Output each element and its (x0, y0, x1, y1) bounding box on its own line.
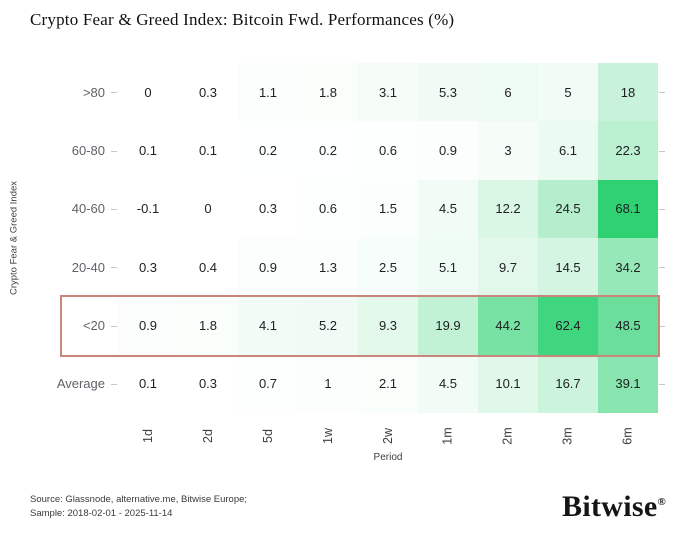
heatmap-cell: 0.3 (178, 354, 238, 413)
heatmap-cell: 68.1 (598, 179, 658, 238)
heatmap-cell: 10.1 (478, 354, 538, 413)
heatmap-cell: 62.4 (538, 296, 598, 355)
heatmap-cell: 3.1 (358, 63, 418, 122)
heatmap-cell: 4.5 (418, 179, 478, 238)
registered-mark: ® (657, 496, 666, 508)
heatmap-cell: 18 (598, 63, 658, 122)
chart-title: Crypto Fear & Greed Index: Bitcoin Fwd. … (30, 10, 455, 29)
heatmap-cell: 0.1 (178, 121, 238, 180)
heatmap-cell: 5.2 (298, 296, 358, 355)
heatmap-cell: 0.7 (238, 354, 298, 413)
heatmap-cell: 1 (298, 354, 358, 413)
heatmap-cell: 0.4 (178, 237, 238, 297)
heatmap-cell: 12.2 (478, 179, 538, 238)
row-label: <20 (82, 317, 105, 333)
heatmap-cell: 0.3 (238, 179, 298, 238)
heatmap-cell: 1.8 (298, 63, 358, 122)
heatmap-cell: 34.2 (598, 237, 658, 297)
tick-mark (659, 326, 665, 327)
heatmap-cell: 24.5 (538, 179, 598, 238)
heatmap-cell: 44.2 (478, 296, 538, 355)
heatmap-cell: 0.1 (118, 121, 178, 180)
tick-mark (659, 209, 665, 210)
heatmap-cell: 0.6 (358, 121, 418, 180)
heatmap-cell: -0.1 (118, 179, 178, 238)
heatmap-cell: 39.1 (598, 354, 658, 413)
heatmap-cell: 6.1 (538, 121, 598, 180)
tick-mark (111, 326, 117, 327)
tick-mark (111, 151, 117, 152)
heatmap-cell: 0.9 (418, 121, 478, 180)
heatmap-cell: 1.8 (178, 296, 238, 355)
heatmap-cell: 0.2 (238, 121, 298, 180)
heatmap-cell: 9.3 (358, 296, 418, 355)
heatmap-cell: 4.5 (418, 354, 478, 413)
tick-mark (111, 384, 117, 385)
row-label: 60-80 (71, 142, 105, 158)
heatmap-cell: 0.3 (178, 63, 238, 122)
heatmap-cell: 2.1 (358, 354, 418, 413)
heatmap-cell: 1.3 (298, 237, 358, 297)
heatmap-cell: 5 (538, 63, 598, 122)
heatmap-cell: 0.2 (298, 121, 358, 180)
source-note: Source: Glassnode, alternative.me, Bitwi… (30, 493, 247, 521)
heatmap-cell: 19.9 (418, 296, 478, 355)
tick-mark (111, 209, 117, 210)
tick-mark (659, 92, 665, 93)
x-axis-label: Period (373, 452, 403, 463)
heatmap-cell: 4.1 (238, 296, 298, 355)
bitwise-logo: Bitwise® (562, 490, 666, 524)
tick-mark (659, 384, 665, 385)
row-label: >80 (82, 84, 105, 100)
row-label: 20-40 (71, 259, 105, 275)
heatmap-cell: 48.5 (598, 296, 658, 355)
heatmap-cell: 1.1 (238, 63, 298, 122)
heatmap-cell: 0 (178, 179, 238, 238)
heatmap-cell: 0.1 (118, 354, 178, 413)
y-axis-label: Crypto Fear & Greed Index (8, 180, 20, 296)
heatmap-cell: 16.7 (538, 354, 598, 413)
tick-mark (111, 267, 117, 268)
heatmap-cell: 5.3 (418, 63, 478, 122)
heatmap-cell: 1.5 (358, 179, 418, 238)
heatmap-cell: 3 (478, 121, 538, 180)
tick-mark (659, 151, 665, 152)
heatmap-cell: 5.1 (418, 237, 478, 297)
heatmap-cell: 6 (478, 63, 538, 122)
heatmap-cell: 2.5 (358, 237, 418, 297)
heatmap-cell: 0 (118, 63, 178, 122)
row-label: Average (56, 376, 105, 392)
heatmap-grid: 0 0.3 1.1 1.8 3.1 5.3 6 5 18 0.1 0.1 0.2 0.2 0.6 0.9 3 6… (118, 63, 658, 413)
source-line-2: Sample: 2018-02-01 - 2025-11-14 (30, 508, 173, 519)
heatmap-cell: 0.9 (118, 296, 178, 355)
tick-mark (659, 267, 665, 268)
heatmap-cell: 9.7 (478, 237, 538, 297)
row-label: 40-60 (71, 201, 105, 217)
heatmap-cell: 0.9 (238, 237, 298, 297)
heatmap-cell: 14.5 (538, 237, 598, 297)
heatmap-cell: 22.3 (598, 121, 658, 180)
heatmap-cell: 0.6 (298, 179, 358, 238)
tick-mark (111, 92, 117, 93)
bitwise-logo-text: Bitwise (562, 490, 658, 523)
source-line-1: Source: Glassnode, alternative.me, Bitwi… (30, 494, 248, 505)
heatmap-cell: 0.3 (118, 237, 178, 297)
